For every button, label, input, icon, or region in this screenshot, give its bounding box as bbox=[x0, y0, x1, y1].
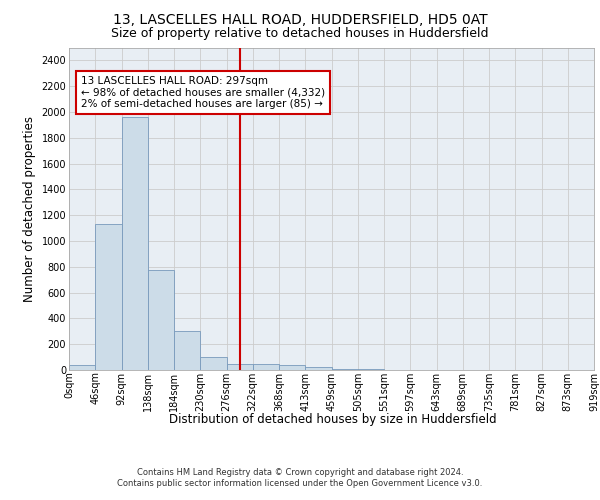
Text: 13, LASCELLES HALL ROAD, HUDDERSFIELD, HD5 0AT: 13, LASCELLES HALL ROAD, HUDDERSFIELD, H… bbox=[113, 12, 487, 26]
Text: Contains HM Land Registry data © Crown copyright and database right 2024.
Contai: Contains HM Land Registry data © Crown c… bbox=[118, 468, 482, 487]
Bar bbox=[279, 366, 305, 370]
Bar bbox=[69, 366, 95, 370]
Bar bbox=[227, 364, 253, 370]
Bar bbox=[253, 364, 279, 370]
Text: 13 LASCELLES HALL ROAD: 297sqm
← 98% of detached houses are smaller (4,332)
2% o: 13 LASCELLES HALL ROAD: 297sqm ← 98% of … bbox=[81, 76, 325, 109]
Bar bbox=[331, 368, 358, 370]
Bar bbox=[358, 368, 384, 370]
Text: Distribution of detached houses by size in Huddersfield: Distribution of detached houses by size … bbox=[169, 412, 497, 426]
Text: Size of property relative to detached houses in Huddersfield: Size of property relative to detached ho… bbox=[111, 28, 489, 40]
Bar bbox=[95, 224, 121, 370]
Bar bbox=[174, 332, 200, 370]
Bar bbox=[305, 368, 331, 370]
Bar bbox=[200, 357, 227, 370]
Y-axis label: Number of detached properties: Number of detached properties bbox=[23, 116, 36, 302]
Bar bbox=[121, 117, 148, 370]
Bar bbox=[148, 270, 174, 370]
